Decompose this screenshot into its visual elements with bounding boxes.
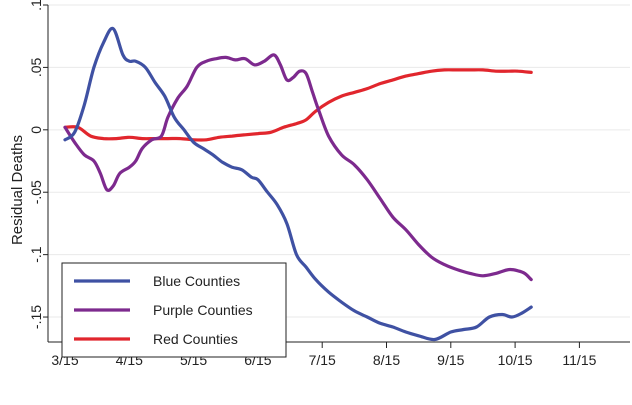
legend-entry: Red Counties	[74, 331, 238, 347]
y-tick-label: 0	[28, 126, 44, 134]
series-line-purple-counties	[63, 53, 533, 282]
legend-label: Red Counties	[153, 331, 238, 347]
x-tick-label: 10/15	[498, 352, 533, 368]
y-tick-label: .1	[28, 0, 44, 11]
y-axis-title: Residual Deaths	[9, 135, 26, 245]
x-tick-label: 7/15	[309, 352, 336, 368]
series-line-red-counties	[63, 68, 533, 142]
x-tick-label: 9/15	[437, 352, 464, 368]
legend-label: Purple Counties	[153, 302, 253, 318]
legend-entry: Purple Counties	[74, 302, 253, 318]
legend: Blue Counties Purple Counties Red Counties	[61, 262, 287, 358]
legend-label: Blue Counties	[153, 273, 240, 289]
series-lines	[63, 26, 533, 342]
x-tick-label: 8/15	[373, 352, 400, 368]
x-tick-label: 11/15	[562, 352, 596, 368]
series-line-blue-counties	[63, 26, 533, 342]
y-tick-label: -.15	[28, 305, 44, 329]
y-tick-label: -.05	[28, 180, 44, 204]
legend-entry: Blue Counties	[74, 273, 240, 289]
y-tick-label: -.1	[28, 246, 44, 263]
axes: .1.050-.05-.1-.153/15 4/15 5/15 6/15 7/15 8/1…	[28, 0, 630, 368]
y-tick-label: .05	[28, 57, 44, 77]
